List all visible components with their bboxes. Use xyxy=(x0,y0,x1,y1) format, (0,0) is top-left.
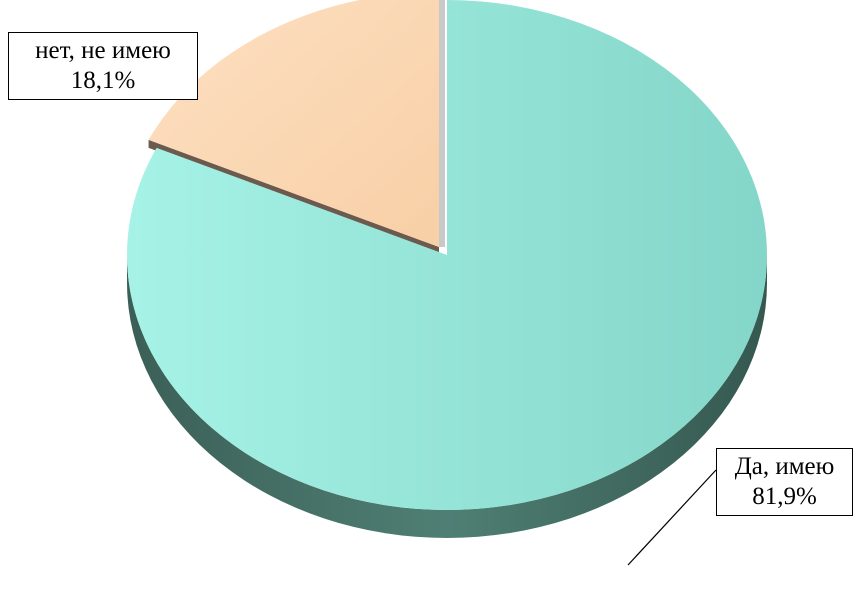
slice-label-yes-value: 81,9% xyxy=(723,482,846,512)
slice-label-no-name: нет, не имею xyxy=(15,36,191,66)
slice-label-no-value: 18,1% xyxy=(15,66,191,96)
slice-no-edge xyxy=(439,0,445,247)
slice-label-yes-name: Да, имею xyxy=(723,452,846,482)
slice-label-no: нет, не имею 18,1% xyxy=(8,32,198,100)
slice-label-yes: Да, имею 81,9% xyxy=(716,448,853,516)
